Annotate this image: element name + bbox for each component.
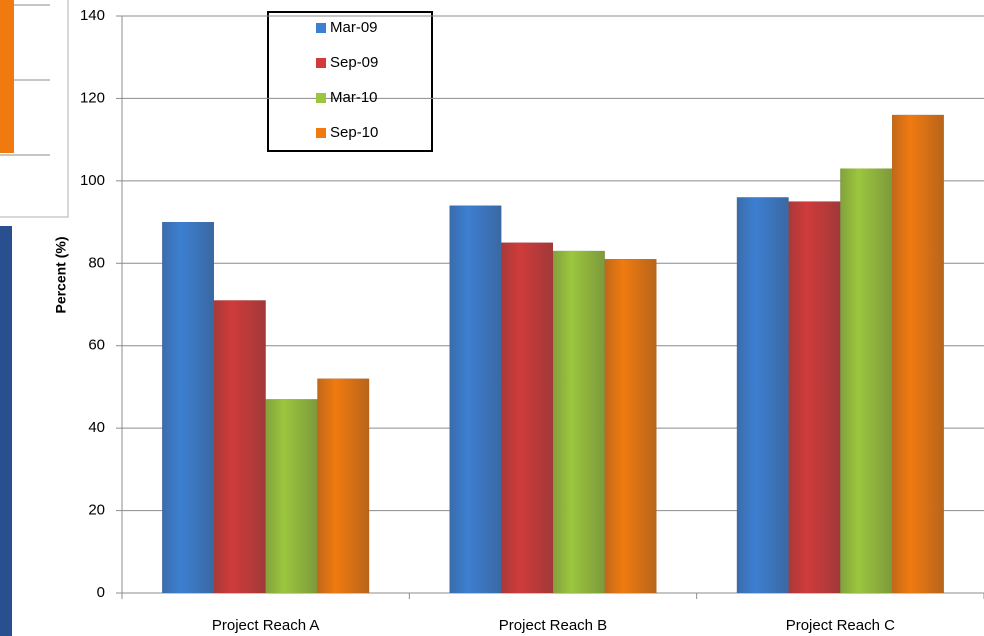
legend-swatch (316, 58, 326, 68)
bar (736, 197, 789, 594)
bar (449, 205, 502, 594)
legend-label: Sep-10 (330, 124, 378, 141)
legend-swatch (316, 93, 326, 103)
bar (840, 168, 893, 593)
bar (501, 242, 553, 593)
y-tick-label: 120 (80, 89, 105, 106)
legend-swatch (316, 23, 326, 33)
bar (788, 201, 841, 593)
y-axis-title: Percent (%) (53, 236, 69, 313)
legend-label: Mar-10 (330, 89, 378, 106)
inset-bar (0, 0, 14, 153)
y-tick-label: 60 (88, 337, 105, 354)
y-tick-label: 100 (80, 172, 105, 189)
x-tick-label: Project Reach C (786, 617, 895, 634)
bar (162, 222, 214, 594)
y-tick-label: 0 (97, 584, 105, 601)
bar (213, 300, 266, 593)
background-panel (0, 0, 69, 636)
legend-label: Sep-09 (330, 54, 378, 71)
bar (265, 399, 318, 593)
side-panel (0, 226, 12, 636)
bar (604, 259, 657, 593)
bar (317, 378, 370, 593)
y-tick-label: 80 (88, 254, 105, 271)
y-tick-label: 40 (88, 419, 105, 436)
bar (553, 250, 605, 593)
bar (892, 114, 944, 594)
legend-label: Mar-09 (330, 19, 378, 36)
legend (267, 11, 433, 152)
x-tick-label: Project Reach A (212, 617, 320, 634)
y-tick-label: 20 (88, 502, 105, 519)
legend-swatch (316, 128, 326, 138)
x-tick-label: Project Reach B (499, 617, 607, 634)
y-tick-label: 140 (80, 7, 105, 24)
